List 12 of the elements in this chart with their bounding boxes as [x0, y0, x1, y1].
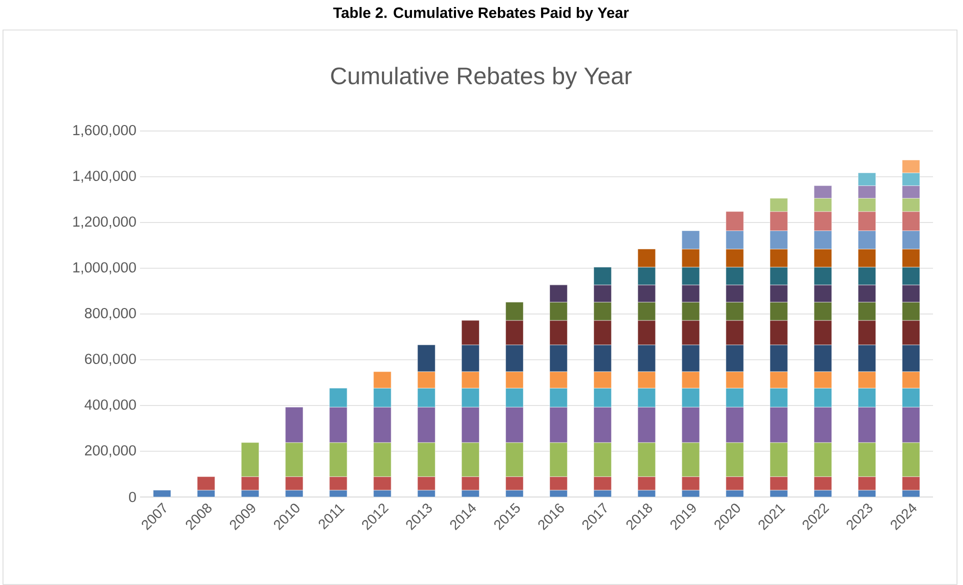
bar	[153, 490, 171, 498]
y-tick-label: 0	[129, 492, 136, 502]
y-tick-label: 1,200,000	[73, 216, 136, 228]
chart-subtitle: Cumulative Rebates by Year	[331, 66, 632, 90]
y-tick-label: 600,000	[85, 354, 136, 366]
y-tick-label: 1,000,000	[73, 262, 136, 274]
y-tick-label: 200,000	[85, 445, 136, 458]
y-tick-label: 1,600,000	[73, 125, 136, 137]
chart-title: Table 2. Cumulative Rebates Paid by Year	[333, 7, 629, 21]
y-tick-label: 800,000	[84, 308, 136, 320]
y-tick-label: 1,400,000	[73, 170, 136, 183]
y-tick-label: 400,000	[84, 400, 136, 412]
